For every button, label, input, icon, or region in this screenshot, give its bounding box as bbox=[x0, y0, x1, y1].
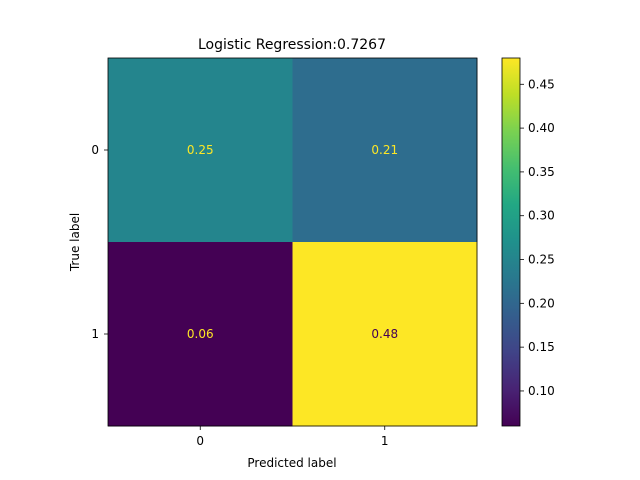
y-axis-ticks: 01 bbox=[91, 143, 108, 341]
cell-0-1 bbox=[292, 58, 478, 243]
cell-1-0 bbox=[108, 242, 293, 427]
colorbar-tick-label-2: 0.20 bbox=[528, 296, 555, 310]
cell-label-1-1: 0.48 bbox=[371, 327, 398, 341]
cell-value-labels: 0.25 0.21 0.06 0.48 bbox=[187, 143, 398, 341]
cell-0-0 bbox=[108, 58, 293, 243]
colorbar-tick-label-0: 0.10 bbox=[528, 384, 555, 398]
colorbar-frame bbox=[501, 57, 521, 427]
x-tick-label-0: 0 bbox=[196, 434, 204, 448]
colorbar-tick-label-7: 0.45 bbox=[528, 77, 555, 91]
colorbar-tick-label-1: 0.15 bbox=[528, 340, 555, 354]
x-axis-label: Predicted label bbox=[247, 456, 336, 470]
y-axis-label: True label bbox=[68, 213, 82, 272]
matrix-cells bbox=[108, 58, 478, 427]
colorbar-ticks: 0.10 0.15 0.20 0.25 0.30 0.35 0.40 0.45 bbox=[520, 77, 555, 398]
y-tick-label-1: 1 bbox=[91, 327, 99, 341]
colorbar-tick-label-4: 0.30 bbox=[528, 209, 555, 223]
cell-label-1-0: 0.06 bbox=[187, 327, 214, 341]
colorbar-tick-label-3: 0.25 bbox=[528, 253, 555, 267]
cell-label-0-0: 0.25 bbox=[187, 143, 214, 157]
x-tick-label-1: 1 bbox=[381, 434, 389, 448]
colorbar-tick-label-6: 0.40 bbox=[528, 121, 555, 135]
colorbar-gradient bbox=[502, 58, 520, 426]
cell-1-1 bbox=[292, 242, 478, 427]
cell-label-0-1: 0.21 bbox=[371, 143, 398, 157]
y-tick-label-0: 0 bbox=[91, 143, 99, 157]
colorbar bbox=[501, 57, 521, 427]
colorbar-tick-label-5: 0.35 bbox=[528, 165, 555, 179]
chart-title: Logistic Regression:0.7267 bbox=[198, 37, 386, 53]
axes-frame bbox=[107, 57, 478, 427]
